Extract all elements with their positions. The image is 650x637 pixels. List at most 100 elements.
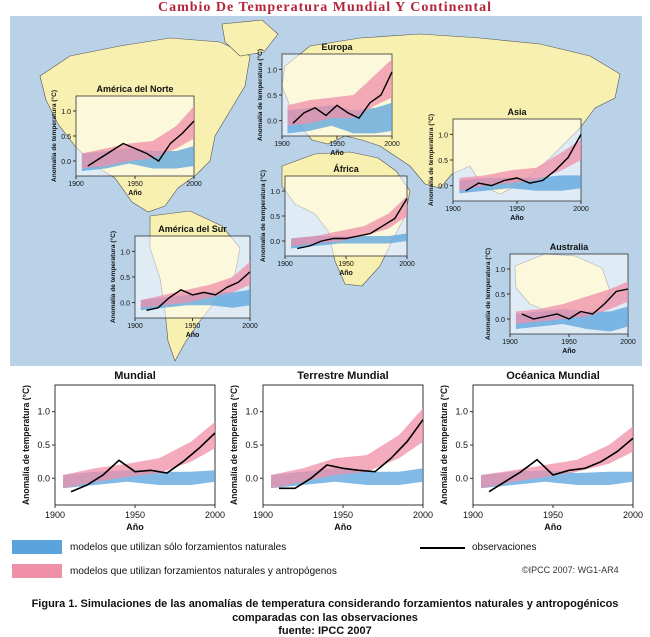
panel-title: Asia: [507, 107, 527, 117]
panel-africa: 0.0 0.5 1.0 1900 1950 2000 Año Anomalía de temp…: [259, 164, 415, 277]
x-tick-label: 2000: [205, 510, 225, 520]
legend-label-observations: observaciones: [472, 542, 537, 553]
y-tick-label: 0.0: [120, 301, 130, 308]
y-tick-label: 1.0: [120, 249, 130, 256]
x-tick-label: 1900: [45, 510, 65, 520]
observations-line: [279, 419, 424, 490]
anthropogenic-band: [515, 281, 628, 324]
observations-line: [292, 71, 393, 124]
y-tick-label: 0.5: [270, 214, 280, 221]
x-tick-label: 2000: [186, 181, 202, 188]
anthropogenic-band: [63, 421, 215, 489]
anthropogenic-band: [459, 139, 581, 191]
x-axis-label: Año: [544, 522, 562, 532]
panel-oceanica-mundial: 0.0 0.5 1.0 1900 1950 2000 Año Anomalía de temp…: [439, 370, 643, 532]
y-tick-label: 1.0: [455, 407, 468, 417]
x-tick-label: 2000: [623, 510, 643, 520]
legend-label-natural: modelos que utilizan sólo forzamientos n…: [70, 542, 287, 553]
x-tick-label: 1950: [509, 206, 525, 213]
panel-america-del-sur: 0.0 0.5 1.0 1900 1950 2000 Año Anomalía de temp…: [109, 224, 258, 339]
caption-line-1: Figura 1. Simulaciones de las anomalías …: [31, 598, 619, 610]
x-axis-label: Año: [126, 522, 144, 532]
x-tick-label: 1950: [543, 510, 563, 520]
legend-swatch-anthropogenic: [12, 564, 62, 578]
panel-asia: 0.0 0.5 1.0 1900 1950 2000 Año Anomalía de temp…: [427, 107, 589, 222]
y-tick-label: 0.5: [245, 440, 258, 450]
global-panels: 0.0 0.5 1.0 1900 1950 2000 Año Anomalía de temp…: [21, 370, 643, 532]
x-tick-label: 1900: [277, 261, 293, 268]
y-tick-label: 0.5: [37, 440, 50, 450]
y-axis-label: Anomalía de temperatura (°C): [484, 248, 492, 340]
world-map: 0.0 0.5 1.0 1900 1950 2000 Año Anomalía de temp…: [10, 16, 642, 366]
y-axis-label: Anomalía de temperatura (°C): [21, 385, 31, 505]
x-tick-label: 1950: [127, 181, 143, 188]
x-axis-label: Año: [562, 348, 576, 355]
x-tick-label: 1950: [185, 323, 201, 330]
x-axis-label: Año: [339, 270, 353, 277]
y-axis-label: Anomalía de temperatura (°C): [259, 170, 267, 262]
copyright: ©IPCC 2007: WG1-AR4: [522, 565, 619, 575]
y-tick-label: 0.5: [61, 134, 71, 141]
x-axis-label: Año: [128, 190, 142, 197]
x-tick-label: 2000: [399, 261, 415, 268]
panel-title: Europa: [321, 42, 353, 52]
legend-swatch-natural: [12, 540, 62, 554]
y-axis-label: Anomalía de temperatura (°C): [427, 114, 435, 206]
observations-line: [488, 437, 634, 493]
x-axis-label: Año: [186, 332, 200, 339]
panel-title: Terrestre Mundial: [297, 370, 389, 382]
x-tick-label: 2000: [620, 339, 636, 346]
x-tick-label: 2000: [413, 510, 433, 520]
observations-line: [297, 198, 408, 250]
x-tick-label: 1900: [445, 206, 461, 213]
panel-australia: 0.0 0.5 1.0 1900 1950 2000 Año Anomalía de temp…: [484, 242, 636, 355]
x-tick-label: 1900: [68, 181, 84, 188]
y-tick-label: 1.0: [61, 109, 71, 116]
legend-line-observations: [420, 547, 465, 549]
x-axis-label: Año: [334, 522, 352, 532]
y-tick-label: 0.0: [495, 317, 505, 324]
observations-line: [70, 432, 216, 493]
y-tick-label: 0.5: [267, 93, 277, 100]
y-axis-label: Anomalía de temperatura (°C): [229, 385, 239, 505]
y-tick-label: 0.0: [438, 184, 448, 191]
y-tick-label: 1.0: [438, 132, 448, 139]
y-tick-label: 0.0: [455, 473, 468, 483]
y-axis-label: Anomalía de temperatura (°C): [439, 385, 449, 505]
anthropogenic-band: [140, 261, 250, 308]
x-tick-label: 1950: [333, 510, 353, 520]
y-axis-label: Anomalía de temperatura (°C): [50, 90, 58, 182]
x-tick-label: 1900: [253, 510, 273, 520]
caption-line-3: fuente: IPCC 2007: [278, 625, 372, 637]
anthropogenic-band: [291, 196, 407, 246]
panel-terrestre-mundial: 0.0 0.5 1.0 1900 1950 2000 Año Anomalía de temp…: [229, 370, 433, 532]
panel-title: Mundial: [114, 370, 156, 382]
observations-line: [87, 120, 195, 167]
observations-line: [146, 271, 251, 311]
x-tick-label: 1950: [329, 141, 345, 148]
land-greenland: [221, 19, 279, 57]
anthropogenic-band: [81, 106, 194, 169]
y-tick-label: 0.5: [120, 275, 130, 282]
y-tick-label: 1.0: [245, 407, 258, 417]
x-axis-label: Año: [510, 215, 524, 222]
panel-title: América del Sur: [158, 224, 227, 234]
y-tick-label: 0.5: [438, 158, 448, 165]
x-tick-label: 1950: [561, 339, 577, 346]
x-tick-label: 2000: [573, 206, 589, 213]
y-axis-label: Anomalía de temperatura (°C): [109, 231, 117, 323]
panel-title: Océanica Mundial: [506, 370, 600, 382]
panel-title: Australia: [550, 242, 590, 252]
x-tick-label: 1900: [127, 323, 143, 330]
legend-label-anthropogenic: modelos que utilizan forzamientos natura…: [70, 566, 337, 577]
x-tick-label: 1900: [463, 510, 483, 520]
panel-europa: 0.0 0.5 1.0 1900 1950 2000 Año Anomalía de temp…: [256, 42, 400, 157]
y-tick-label: 0.0: [267, 119, 277, 126]
observations-line: [465, 134, 582, 192]
y-tick-label: 0.0: [245, 473, 258, 483]
observations-line: [521, 288, 629, 320]
anthropogenic-band: [271, 408, 423, 489]
y-tick-label: 0.5: [455, 440, 468, 450]
figure-title: Cambio De Temperatura Mundial Y Continen…: [157, 0, 493, 15]
x-tick-label: 1950: [338, 261, 354, 268]
